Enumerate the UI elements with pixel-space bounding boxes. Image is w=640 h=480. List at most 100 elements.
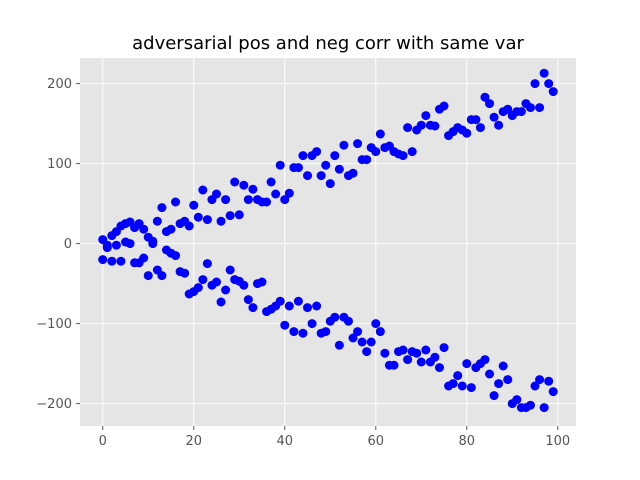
data-point [525,103,535,113]
data-point [480,355,490,365]
data-point [544,376,554,386]
data-point [216,216,226,226]
data-point [430,352,440,362]
data-point [152,216,162,226]
data-point [403,123,413,133]
data-point [293,296,303,306]
data-point [111,240,121,250]
data-point [212,189,222,199]
data-point [216,297,226,307]
data-point [212,277,222,287]
data-point [489,391,499,401]
x-tick-label: 40 [276,434,293,449]
data-point [407,147,417,157]
data-point [107,256,117,266]
data-point [148,239,158,249]
data-point [544,79,554,89]
data-point [171,251,181,261]
data-point [339,140,349,150]
data-point [548,387,558,397]
data-point [234,210,244,220]
data-point [371,319,381,329]
data-point [462,128,472,138]
data-point [512,395,522,405]
data-point [307,319,317,329]
data-point [312,301,322,311]
data-point [330,151,340,161]
data-point [125,239,135,249]
data-point [139,224,149,234]
data-point [157,203,167,213]
data-point [293,163,303,173]
data-point [312,147,322,157]
ticks: 0 20 40 60 80 100 −200 −100 0 100 200 [36,77,570,449]
data-point [280,195,290,205]
data-point [230,177,240,187]
y-tick-label: 0 [64,237,72,252]
data-point [485,369,495,379]
data-point [316,171,326,181]
data-point [412,348,422,358]
data-point [262,197,272,207]
data-point [448,379,458,389]
x-tick-label: 0 [99,434,107,449]
data-point [248,184,258,194]
data-point [403,355,413,365]
x-tick-label: 80 [459,434,476,449]
data-point [225,265,235,275]
data-point [243,295,253,305]
data-point [334,164,344,174]
data-point [143,271,153,281]
data-point [303,303,313,313]
x-tick-label: 20 [185,434,202,449]
data-point [535,103,545,113]
data-point [366,337,376,347]
data-point [139,253,149,263]
data-point [535,375,545,385]
data-point [348,168,358,178]
data-point [353,327,363,337]
data-point [225,211,235,221]
data-point [371,147,381,157]
data-point [275,160,285,170]
data-point [102,240,112,250]
data-point [398,345,408,355]
data-point [348,333,358,343]
y-tick-label: 200 [47,77,72,92]
data-point [202,259,212,269]
data-point [494,379,504,389]
data-point [325,179,335,189]
data-point [271,189,281,199]
data-point [198,185,208,195]
data-point [530,381,540,391]
data-point [466,383,476,393]
data-point [189,200,199,210]
data-point [330,312,340,322]
y-tick-label: −100 [36,317,72,332]
data-point [503,104,513,114]
data-point [239,180,249,190]
data-point [284,301,294,311]
data-point [362,347,372,357]
data-point [362,155,372,165]
data-point [171,197,181,207]
data-point [243,195,253,205]
data-point [321,160,331,170]
data-point [303,171,313,181]
data-point [202,215,212,225]
data-point [353,139,363,149]
data-point [439,343,449,353]
data-point [239,280,249,290]
data-point [516,107,526,117]
data-point [321,327,331,337]
data-point [184,221,194,231]
data-point [416,120,426,130]
data-point [375,129,385,139]
data-point [421,345,431,355]
chart-title: adversarial pos and neg corr with same v… [132,33,524,54]
data-point [530,79,540,89]
data-point [475,123,485,133]
data-point [289,327,299,337]
data-point [398,151,408,161]
x-tick-label: 100 [545,434,570,449]
